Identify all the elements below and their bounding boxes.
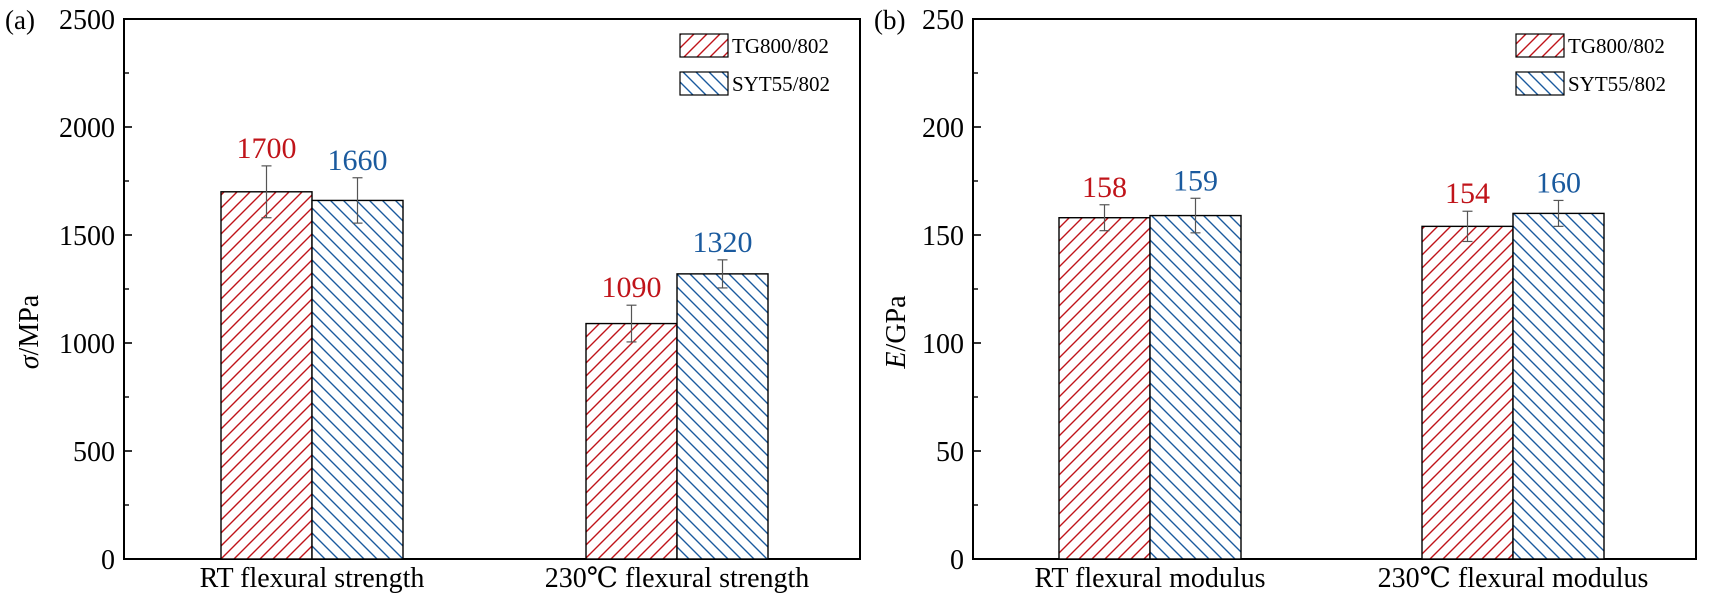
y-tick-label: 0 xyxy=(950,545,964,576)
legend-label-tg800: TG800/802 xyxy=(1568,34,1665,58)
y-tick-label: 1000 xyxy=(59,329,115,360)
x-tick-label: RT flexural strength xyxy=(200,563,425,594)
bar-tg800 xyxy=(1058,217,1151,560)
y-tick-label: 2000 xyxy=(59,113,115,144)
y-tick-label: 250 xyxy=(922,5,964,36)
data-label: 154 xyxy=(1445,177,1490,210)
legend-label-tg800: TG800/802 xyxy=(732,34,829,58)
legend-swatch-tg800 xyxy=(679,33,729,58)
x-tick-label: 230℃ flexural modulus xyxy=(1378,563,1649,594)
panel-label: (b) xyxy=(874,5,905,35)
legend-swatch-syt55 xyxy=(679,71,729,96)
bar-tg800 xyxy=(1421,225,1514,560)
data-label: 1320 xyxy=(693,226,753,259)
y-tick-label: 1500 xyxy=(59,221,115,252)
x-tick-label: RT flexural modulus xyxy=(1034,563,1265,594)
data-label: 1700 xyxy=(237,132,297,165)
y-tick-label: 200 xyxy=(922,113,964,144)
data-label: 158 xyxy=(1082,171,1127,204)
legend-swatch-syt55 xyxy=(1515,71,1565,96)
bar-tg800 xyxy=(585,322,678,560)
data-label: 1660 xyxy=(328,144,388,177)
y-axis-unit: /MPa xyxy=(14,294,45,355)
chart-panel-a: (a) 0 500 1000 1500 2000 2500 σ/MPa RT flexural … xyxy=(5,5,861,594)
bar-syt55 xyxy=(676,273,769,560)
y-axis-symbol: σ xyxy=(14,354,45,369)
data-label: 160 xyxy=(1536,166,1581,199)
y-tick-label: 50 xyxy=(936,437,964,468)
legend-label-syt55: SYT55/802 xyxy=(732,72,830,96)
bar-syt55 xyxy=(1149,214,1242,560)
y-tick-label: 100 xyxy=(922,329,964,360)
chart-panel-b: (b) 0 50 100 150 200 250 E/GPa RT flexural modul… xyxy=(874,5,1697,594)
y-tick-label: 500 xyxy=(73,437,115,468)
bar-tg800 xyxy=(220,191,313,560)
y-axis-unit: /GPa xyxy=(881,295,912,352)
y-tick-label: 150 xyxy=(922,221,964,252)
legend-label-syt55: SYT55/802 xyxy=(1568,72,1666,96)
y-axis-symbol: E xyxy=(881,351,912,369)
data-label: 1090 xyxy=(602,271,662,304)
y-axis-label: E/GPa xyxy=(881,295,912,370)
y-tick-label: 2500 xyxy=(59,5,115,36)
panel-label: (a) xyxy=(5,5,35,35)
y-tick-label: 0 xyxy=(101,545,115,576)
bar-syt55 xyxy=(311,199,404,560)
bar-syt55 xyxy=(1512,212,1605,560)
y-axis-label: σ/MPa xyxy=(14,294,45,369)
x-tick-label: 230℃ flexural strength xyxy=(545,563,810,594)
data-label: 159 xyxy=(1173,164,1218,197)
legend-swatch-tg800 xyxy=(1515,33,1565,58)
